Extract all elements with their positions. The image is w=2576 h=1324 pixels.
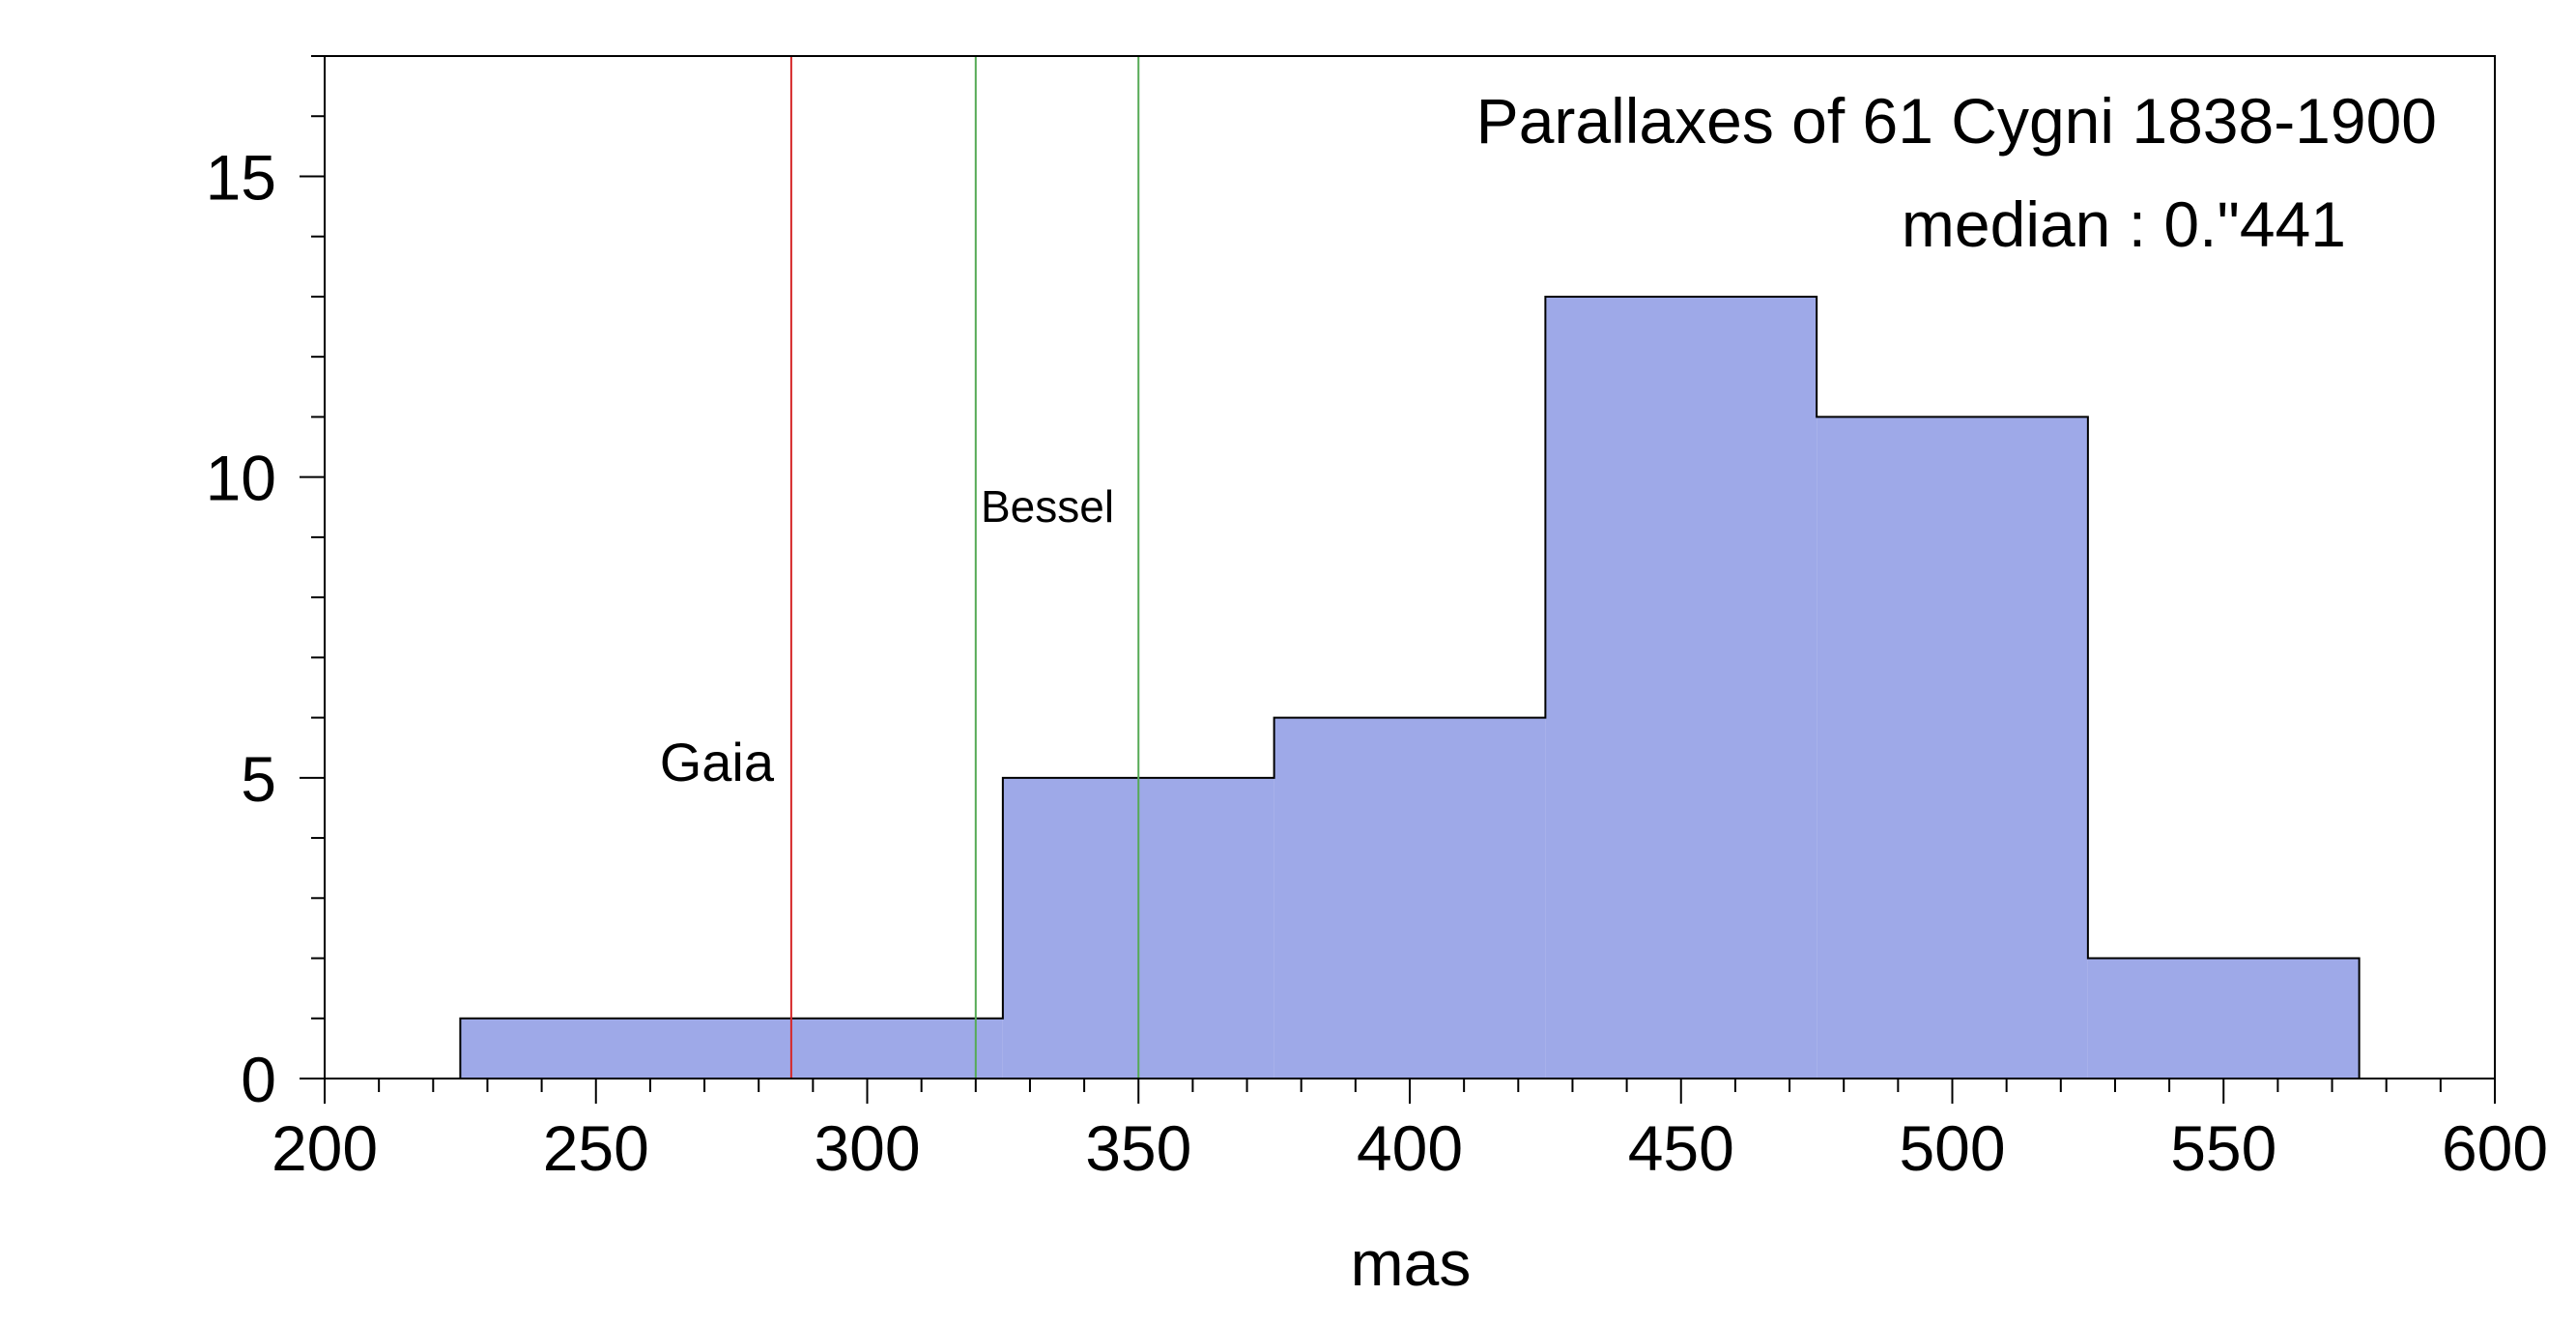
x-tick-label: 300 bbox=[814, 1112, 920, 1184]
reference-lines bbox=[789, 56, 1140, 1079]
x-tick-label: 200 bbox=[272, 1112, 378, 1184]
annotation-gaia: Gaia bbox=[660, 732, 775, 792]
y-tick-label: 5 bbox=[241, 743, 276, 815]
histogram-bar-3 bbox=[1545, 296, 1818, 1079]
histogram-bar-5 bbox=[2087, 958, 2360, 1079]
x-tick-label: 450 bbox=[1628, 1112, 1734, 1184]
histogram-bar-4 bbox=[1817, 417, 2088, 1079]
histogram-outline bbox=[459, 295, 2361, 1079]
x-tick-label: 550 bbox=[2170, 1112, 2276, 1184]
x-tick-label: 400 bbox=[1357, 1112, 1463, 1184]
histogram-bar-0 bbox=[460, 1018, 1003, 1079]
annotation-bessel: Bessel bbox=[981, 481, 1114, 532]
tick-labels: 200 250 300 350 400 450 500 550 600 0 5 10 15 bbox=[206, 141, 2548, 1184]
y-tick-label: 15 bbox=[206, 141, 276, 213]
y-tick-label: 0 bbox=[241, 1044, 276, 1115]
y-tick-label: 10 bbox=[206, 443, 276, 514]
x-tick-label: 600 bbox=[2442, 1112, 2548, 1184]
axes bbox=[300, 55, 2496, 1104]
chart-title: Parallaxes of 61 Cygni 1838-1900 bbox=[1476, 85, 2437, 157]
x-tick-label: 500 bbox=[1899, 1112, 2005, 1184]
chart-subtitle: median : 0."441 bbox=[1902, 188, 2346, 260]
x-tick-label: 350 bbox=[1085, 1112, 1191, 1184]
x-axis-title: mas bbox=[1351, 1227, 1472, 1299]
histogram-bars bbox=[459, 295, 2361, 1079]
x-tick-label: 250 bbox=[543, 1112, 649, 1184]
histogram-bar-2 bbox=[1274, 717, 1546, 1079]
